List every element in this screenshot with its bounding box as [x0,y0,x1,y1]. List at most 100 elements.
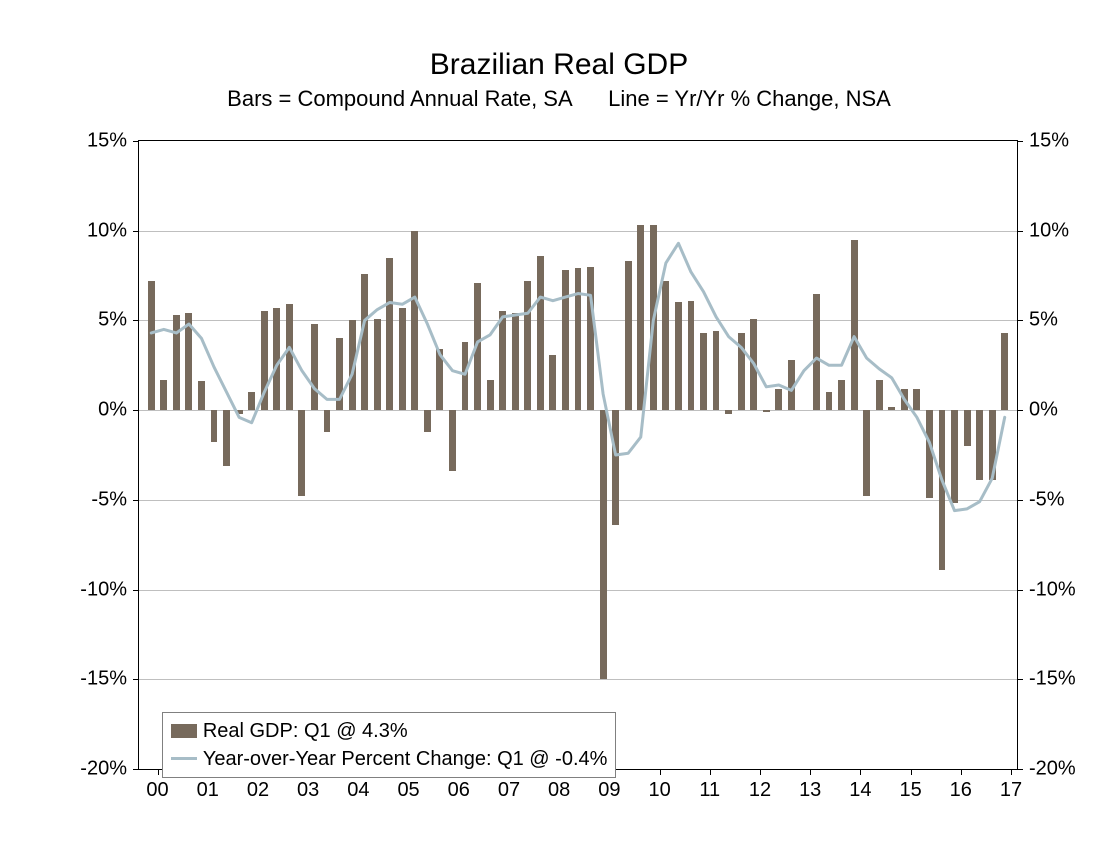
y-axis-label-right: 5% [1029,309,1058,332]
x-tick [860,769,861,775]
bar [549,355,556,411]
bar [788,360,795,410]
x-tick [911,769,912,775]
x-axis-label: 16 [950,779,972,802]
bar [349,320,356,410]
gridline [139,590,1017,591]
line-series [139,141,1017,769]
x-axis-label: 11 [699,779,720,802]
y-axis-label-right: 10% [1029,219,1069,242]
bar [449,410,456,471]
y-axis-label-right: 15% [1029,130,1069,153]
bar [913,389,920,411]
bar [826,392,833,410]
y-tick-right [1017,500,1023,501]
bar [474,283,481,410]
bar [173,315,180,410]
bar [738,333,745,410]
bar [537,256,544,410]
bar [324,410,331,432]
x-tick [158,769,159,775]
legend-swatch-line [171,757,197,760]
legend-label: Year-over-Year Percent Change: Q1 @ -0.4… [203,745,608,773]
bar [813,294,820,411]
y-tick-right [1017,769,1023,770]
x-tick [660,769,661,775]
bar [939,410,946,570]
bar [637,225,644,410]
bar [336,338,343,410]
y-tick-left [133,141,139,142]
bar [424,410,431,432]
bar [989,410,996,480]
y-axis-label-left: 5% [98,309,127,332]
bar [888,407,895,411]
bar [612,410,619,525]
y-tick-right [1017,231,1023,232]
bar [901,389,908,411]
x-tick [710,769,711,775]
bar [273,308,280,410]
bar [487,380,494,411]
bar [248,392,255,410]
bar [775,389,782,411]
bar [662,281,669,410]
bar [851,240,858,410]
y-tick-right [1017,141,1023,142]
bar [160,380,167,411]
y-tick-right [1017,320,1023,321]
bar [675,302,682,410]
bar [512,313,519,410]
bar [261,311,268,410]
bar [700,333,707,410]
x-tick [1011,769,1012,775]
y-axis-label-right: -20% [1029,758,1076,781]
bar [1001,333,1008,410]
x-axis-label: 17 [1000,779,1022,802]
bar [964,410,971,446]
x-axis-label: 05 [397,779,419,802]
bar [876,380,883,411]
y-axis-label-right: 0% [1029,399,1058,422]
y-tick-right [1017,679,1023,680]
bar [763,410,770,412]
y-axis-label-left: 10% [87,219,127,242]
gridline [139,231,1017,232]
x-axis-label: 03 [297,779,319,802]
bar [148,281,155,410]
y-axis-label-right: -10% [1029,578,1076,601]
x-axis-label: 04 [347,779,369,802]
bar [713,331,720,410]
bar [976,410,983,480]
bar [688,301,695,410]
gridline [139,679,1017,680]
plot-area: Real GDP: Q1 @ 4.3%Year-over-Year Percen… [138,140,1018,770]
bar [311,324,318,410]
chart-container: Brazilian Real GDP Bars = Compound Annua… [20,20,1098,834]
y-axis-label-right: -5% [1029,488,1065,511]
y-axis-label-left: -10% [80,578,127,601]
bar [499,311,506,410]
y-axis-label-left: 15% [87,130,127,153]
x-axis-label: 08 [548,779,570,802]
chart-title: Brazilian Real GDP [20,20,1098,82]
x-axis-label: 01 [197,779,219,802]
x-axis-label: 02 [247,779,269,802]
y-axis-label-right: -15% [1029,668,1076,691]
bar [198,381,205,410]
bar [587,267,594,411]
subtitle-right: Line = Yr/Yr % Change, NSA [608,86,891,111]
x-axis-label: 12 [749,779,771,802]
x-axis-label: 15 [899,779,921,802]
x-axis-label: 06 [448,779,470,802]
bar [374,319,381,411]
bar [524,281,531,410]
bar [863,410,870,496]
x-axis-label: 10 [648,779,670,802]
x-tick [961,769,962,775]
x-tick [760,769,761,775]
bar [298,410,305,496]
legend: Real GDP: Q1 @ 4.3%Year-over-Year Percen… [162,712,617,778]
bar [575,268,582,410]
bar [436,349,443,410]
